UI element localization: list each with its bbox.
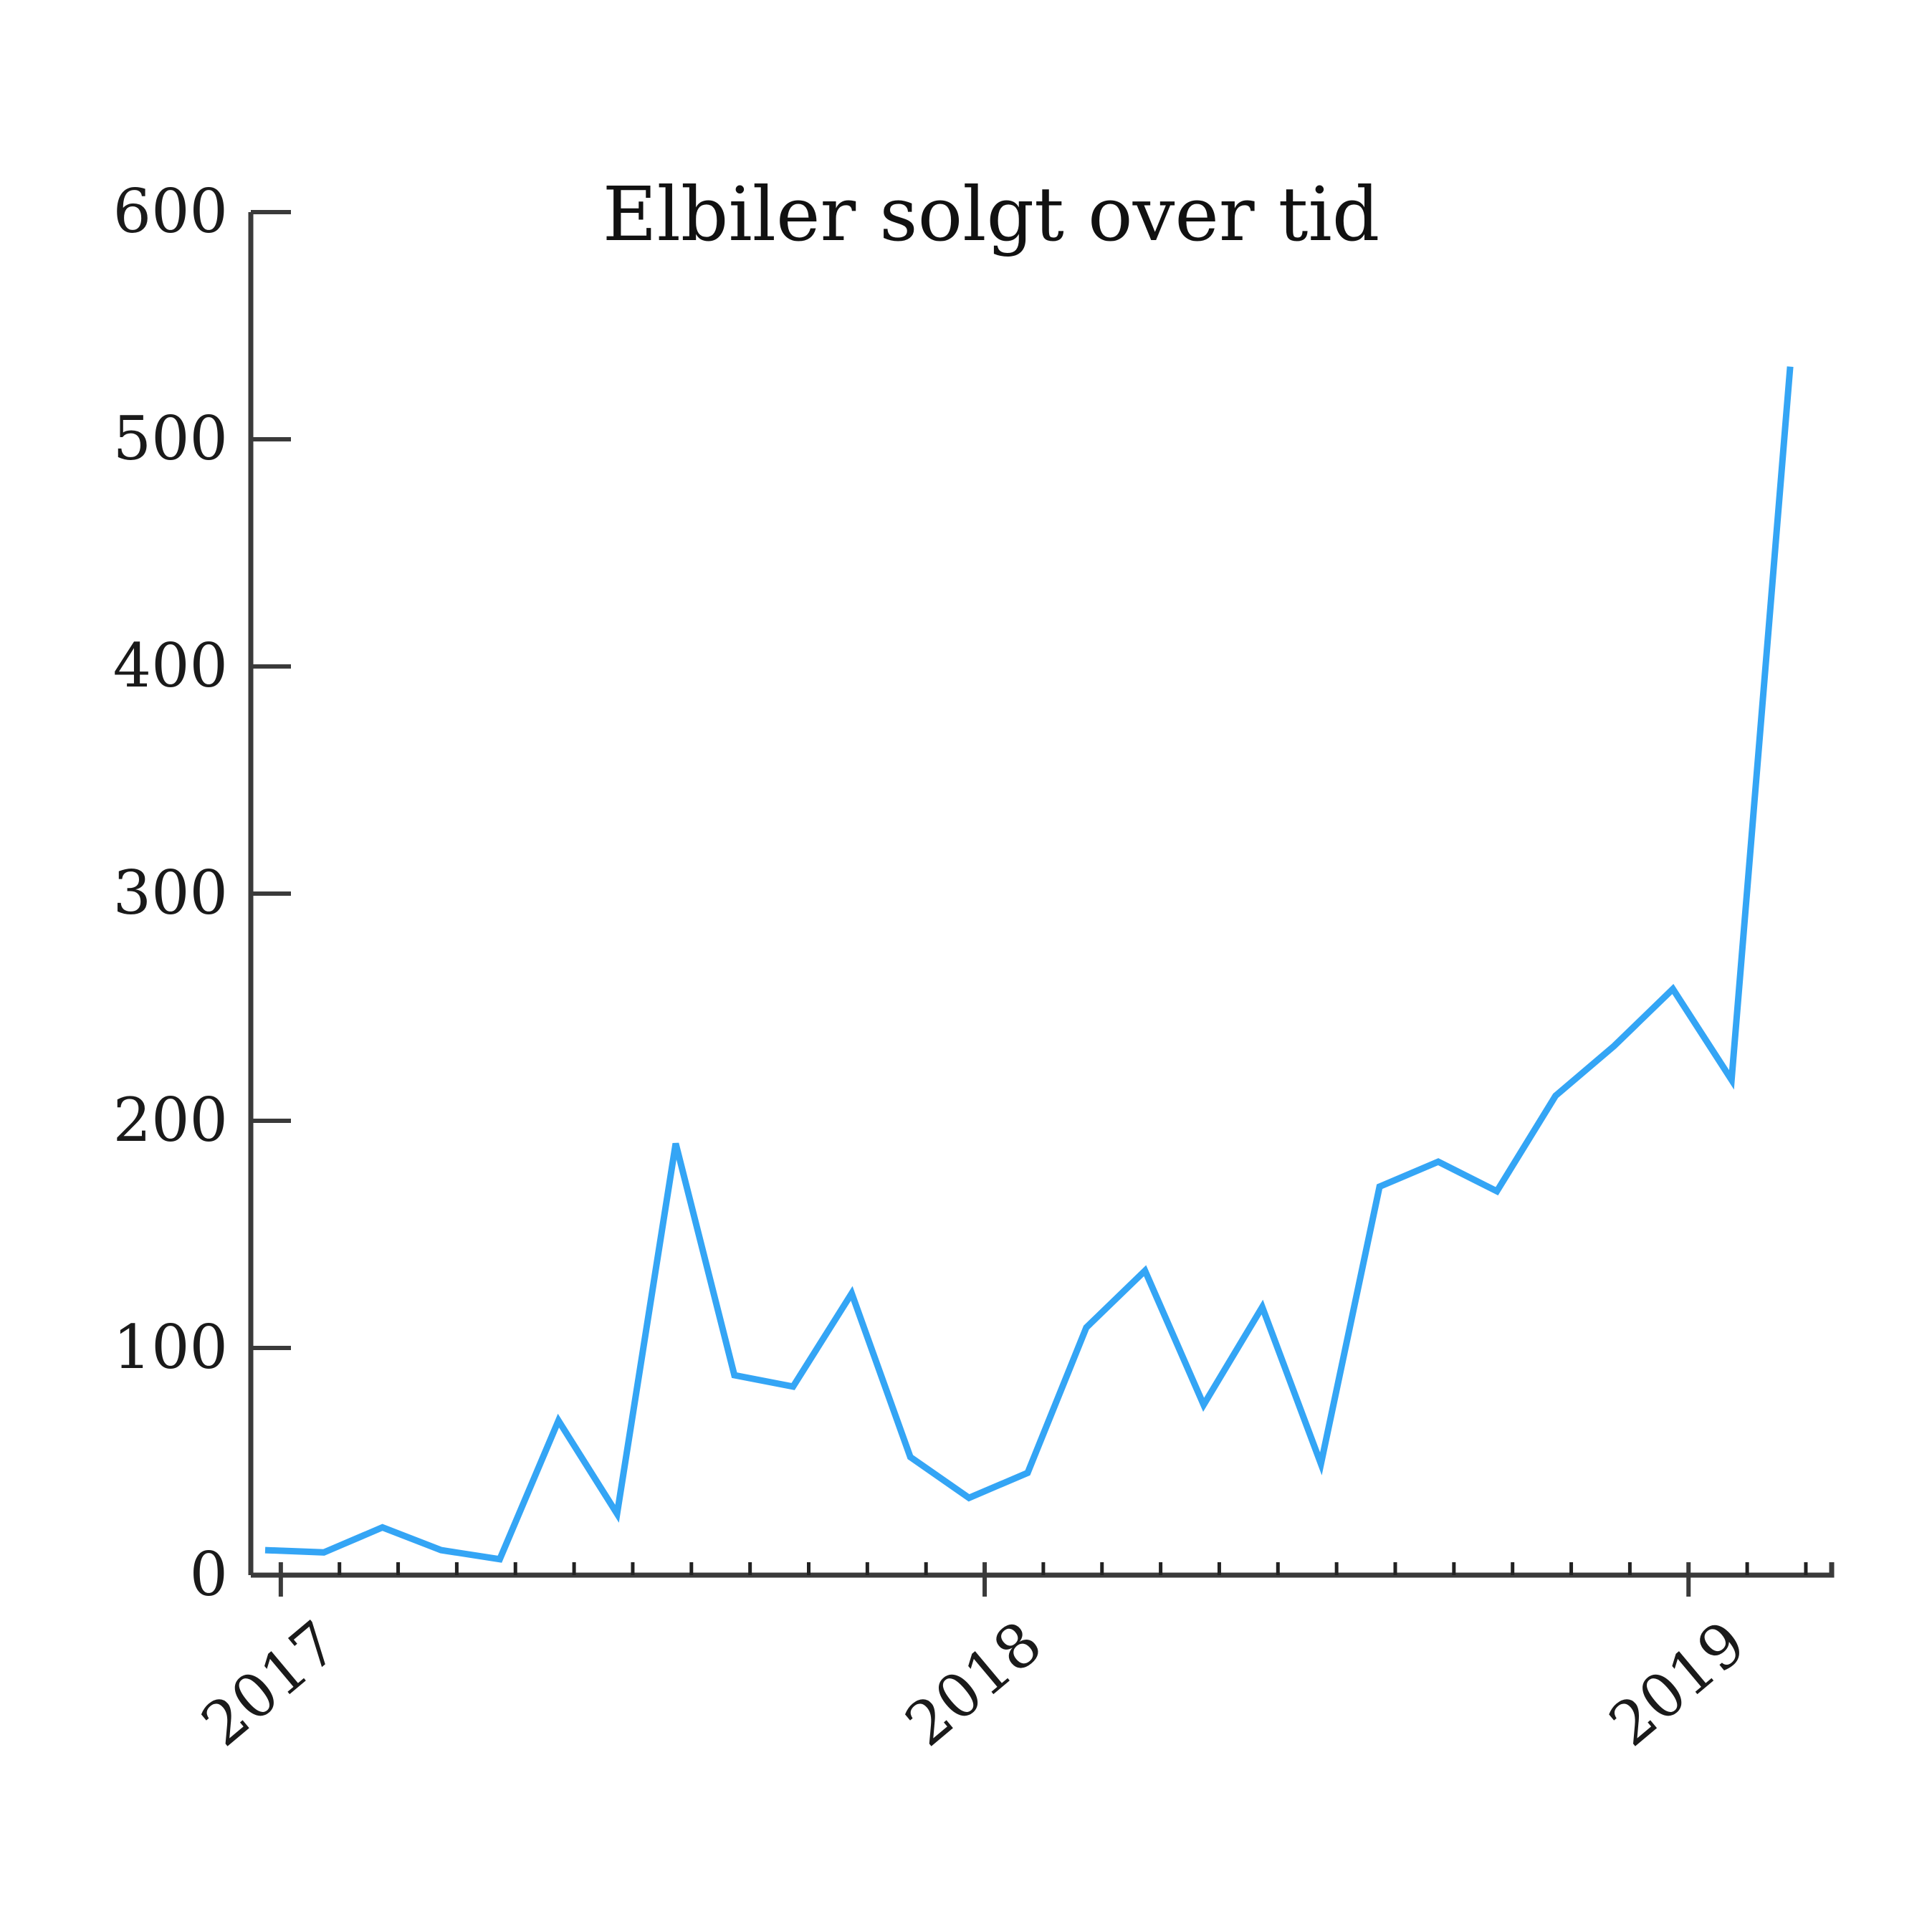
y-tick-label: 500 — [113, 403, 228, 474]
y-tick-label: 300 — [113, 858, 228, 928]
x-tick-label: 2017 — [188, 1607, 351, 1759]
series-layer — [264, 366, 1794, 1563]
y-tick-label: 0 — [190, 1539, 228, 1610]
x-axis-line — [251, 1562, 1835, 1578]
y-tick-label: 100 — [113, 1312, 228, 1382]
x-tick-label: 2019 — [1596, 1607, 1759, 1759]
x-tick-label: 2018 — [892, 1607, 1055, 1759]
y-tick-label: 200 — [113, 1085, 228, 1155]
y-axis: 0 100 200 300 400 500 600 — [113, 176, 291, 1610]
x-axis: 2017 2018 2019 — [188, 1562, 1835, 1760]
y-tick-label: 400 — [113, 631, 228, 701]
series-line — [264, 366, 1794, 1563]
chart-title: Elbiler solgt over tid — [603, 171, 1380, 258]
y-tick-label: 600 — [113, 176, 228, 247]
